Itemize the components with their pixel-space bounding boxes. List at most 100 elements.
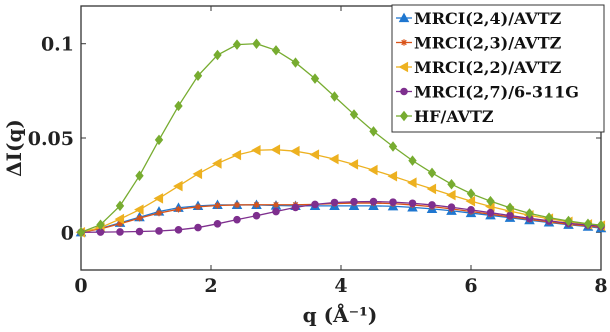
data-point bbox=[232, 39, 242, 50]
data-point bbox=[583, 218, 593, 230]
y-tick-label: 0 bbox=[61, 222, 74, 244]
series-layer bbox=[75, 38, 607, 238]
data-point bbox=[564, 215, 573, 227]
data-point bbox=[136, 214, 143, 222]
data-point bbox=[427, 167, 437, 179]
data-point bbox=[194, 203, 202, 211]
data-point bbox=[330, 198, 339, 207]
data-point bbox=[447, 178, 456, 190]
data-point bbox=[114, 213, 125, 225]
data-point bbox=[155, 209, 163, 217]
data-point bbox=[525, 208, 534, 219]
legend-marker bbox=[398, 12, 410, 23]
data-point bbox=[369, 126, 378, 137]
data-point bbox=[135, 227, 144, 236]
data-point bbox=[155, 227, 163, 235]
data-point bbox=[213, 220, 222, 228]
data-point bbox=[465, 195, 476, 207]
data-point bbox=[271, 45, 281, 56]
data-point bbox=[389, 198, 397, 206]
x-axis-label: q (Å⁻¹) bbox=[303, 303, 378, 327]
data-point bbox=[330, 91, 339, 102]
legend-item: MRCI(2,3)/AVTZ bbox=[396, 34, 562, 53]
data-point bbox=[290, 145, 300, 157]
data-point bbox=[311, 200, 319, 209]
data-point bbox=[135, 170, 144, 181]
data-point bbox=[231, 149, 242, 161]
data-point bbox=[253, 201, 260, 208]
data-point bbox=[115, 200, 125, 212]
data-point bbox=[387, 171, 398, 182]
legend-marker bbox=[399, 110, 409, 122]
data-point bbox=[192, 168, 203, 180]
data-point bbox=[505, 202, 515, 214]
data-point bbox=[175, 206, 182, 213]
y-tick-label: 0.1 bbox=[41, 34, 74, 56]
legend-box bbox=[391, 4, 605, 133]
data-point bbox=[116, 220, 124, 227]
data-point bbox=[233, 215, 241, 224]
data-point bbox=[214, 202, 221, 209]
legend-marker bbox=[400, 87, 408, 96]
data-point bbox=[428, 201, 436, 209]
data-point bbox=[272, 207, 280, 216]
data-point bbox=[291, 57, 300, 68]
data-point bbox=[212, 158, 222, 169]
data-point bbox=[408, 199, 417, 208]
data-point bbox=[252, 38, 261, 49]
data-point bbox=[309, 149, 320, 160]
y-tick-label: 0.05 bbox=[28, 128, 74, 150]
data-point bbox=[348, 159, 359, 170]
data-point bbox=[329, 153, 339, 165]
data-point bbox=[174, 100, 183, 112]
data-point bbox=[291, 203, 300, 212]
data-point bbox=[407, 177, 417, 188]
data-point bbox=[213, 49, 222, 61]
data-point bbox=[446, 189, 456, 201]
data-point bbox=[596, 219, 606, 231]
y-axis-label: ΔI(q) bbox=[2, 119, 26, 177]
data-point bbox=[193, 70, 203, 82]
data-point bbox=[486, 195, 495, 207]
data-point bbox=[486, 208, 495, 217]
data-point bbox=[506, 211, 514, 220]
data-point bbox=[134, 204, 144, 215]
legend-item: MRCI(2,2)/AVTZ bbox=[396, 58, 562, 77]
data-point bbox=[173, 180, 183, 192]
data-point bbox=[251, 144, 261, 156]
data-point bbox=[350, 197, 358, 206]
series-4 bbox=[76, 38, 606, 238]
data-point bbox=[544, 212, 554, 223]
series-line bbox=[80, 202, 602, 233]
legend-item: MRCI(2,7)/6-311G bbox=[396, 83, 579, 102]
legend-label: MRCI(2,4)/AVTZ bbox=[414, 9, 562, 28]
series-line bbox=[80, 43, 602, 233]
data-point bbox=[96, 219, 105, 230]
legend: MRCI(2,4)/AVTZ MRCI(2,3)/AVTZ MRCI(2,2)/AV… bbox=[391, 4, 605, 133]
data-point bbox=[252, 211, 261, 220]
data-point bbox=[233, 201, 241, 209]
data-point bbox=[349, 109, 359, 120]
data-point bbox=[388, 141, 398, 152]
data-point bbox=[310, 73, 320, 84]
legend-label: MRCI(2,3)/AVTZ bbox=[414, 34, 562, 53]
data-point bbox=[153, 193, 164, 204]
x-tick-label: 6 bbox=[464, 275, 477, 297]
legend-label: HF/AVTZ bbox=[414, 107, 494, 126]
data-point bbox=[467, 206, 475, 214]
series-line bbox=[80, 200, 602, 233]
data-point bbox=[447, 203, 456, 212]
x-tick-label: 4 bbox=[334, 275, 347, 297]
legend-items: MRCI(2,4)/AVTZ MRCI(2,3)/AVTZ MRCI(2,2)/AV… bbox=[396, 9, 579, 126]
legend-marker bbox=[400, 39, 408, 46]
legend-label: MRCI(2,7)/6-311G bbox=[414, 83, 579, 102]
series-line bbox=[80, 149, 602, 233]
data-point bbox=[368, 164, 378, 176]
data-point bbox=[76, 227, 86, 238]
x-tick-label: 8 bbox=[594, 275, 607, 297]
data-point bbox=[466, 188, 476, 199]
x-tick-label: 2 bbox=[204, 275, 217, 297]
data-point bbox=[116, 228, 124, 236]
legend-marker bbox=[398, 61, 409, 73]
